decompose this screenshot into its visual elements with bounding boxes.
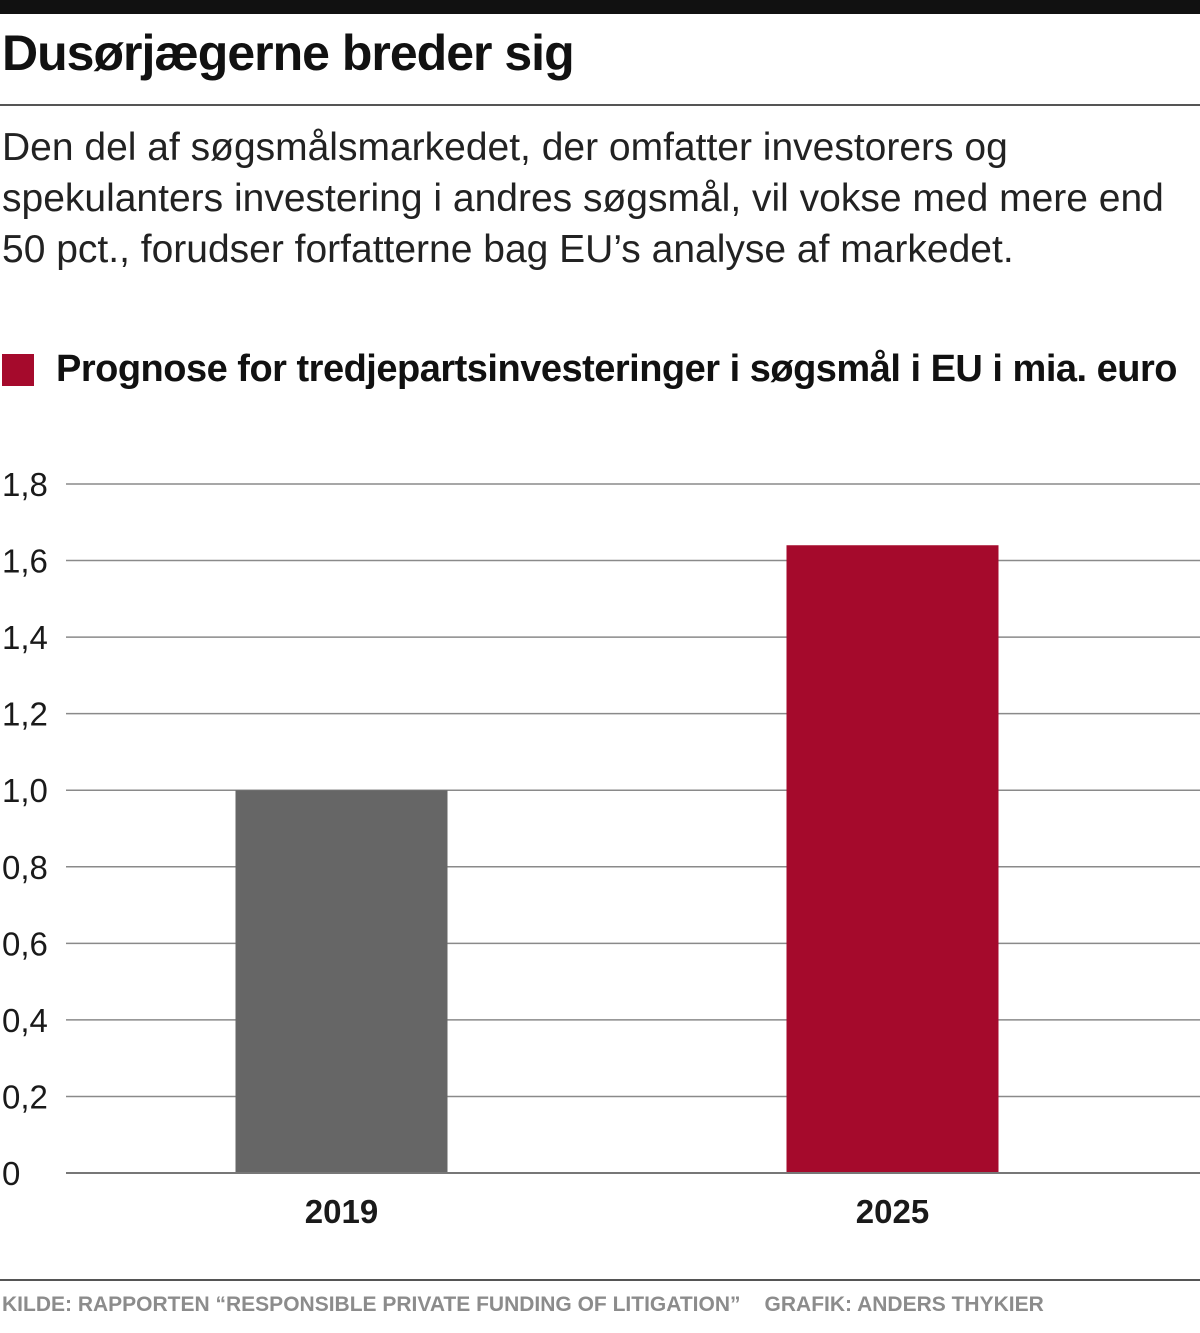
- chart-title-color-key: [2, 354, 34, 386]
- bars: [235, 545, 999, 1172]
- footer: KILDE: RAPPORTEN “RESPONSIBLE PRIVATE FU…: [2, 1293, 1198, 1317]
- x-axis-ticks: 2019 2025: [305, 1193, 929, 1230]
- dek-text: Den del af søgsmålsmarkedet, der omfatte…: [2, 126, 1164, 271]
- divider: [0, 104, 1200, 106]
- y-tick-label: 0,6: [2, 925, 48, 962]
- chart-title: Prognose for tredjepartsinvesteringer i …: [56, 348, 1178, 390]
- y-tick-label: 1,2: [2, 696, 48, 733]
- x-tick-label: 2019: [305, 1193, 378, 1230]
- y-tick-label: 0,4: [2, 1002, 48, 1039]
- y-tick-label: 0,8: [2, 849, 48, 886]
- y-tick-label: 1,0: [2, 772, 48, 809]
- graphic-credit: GRAFIK: ANDERS THYKIER: [764, 1293, 1044, 1316]
- bar: [786, 545, 999, 1172]
- y-tick-label: 1,8: [2, 466, 48, 503]
- bar-chart: 0 0,2 0,4 0,6 0,8 1,0 1,2 1,4 1,6 1,8 2019 2025: [2, 466, 1200, 1230]
- y-axis-ticks: 0 0,2 0,4 0,6 0,8 1,0 1,2 1,4 1,6 1,8: [2, 466, 48, 1192]
- bar: [235, 790, 448, 1172]
- y-tick-label: 1,4: [2, 619, 48, 656]
- source-credit: KILDE: RAPPORTEN “RESPONSIBLE PRIVATE FU…: [2, 1293, 741, 1316]
- y-tick-label: 0,2: [2, 1078, 48, 1115]
- footer-divider: [0, 1279, 1200, 1281]
- y-tick-label: 0: [2, 1155, 20, 1192]
- x-tick-label: 2025: [856, 1193, 929, 1230]
- top-bar: [0, 0, 1200, 14]
- headline: Dusørjægerne breder sig: [2, 25, 575, 81]
- y-tick-label: 1,6: [2, 543, 48, 580]
